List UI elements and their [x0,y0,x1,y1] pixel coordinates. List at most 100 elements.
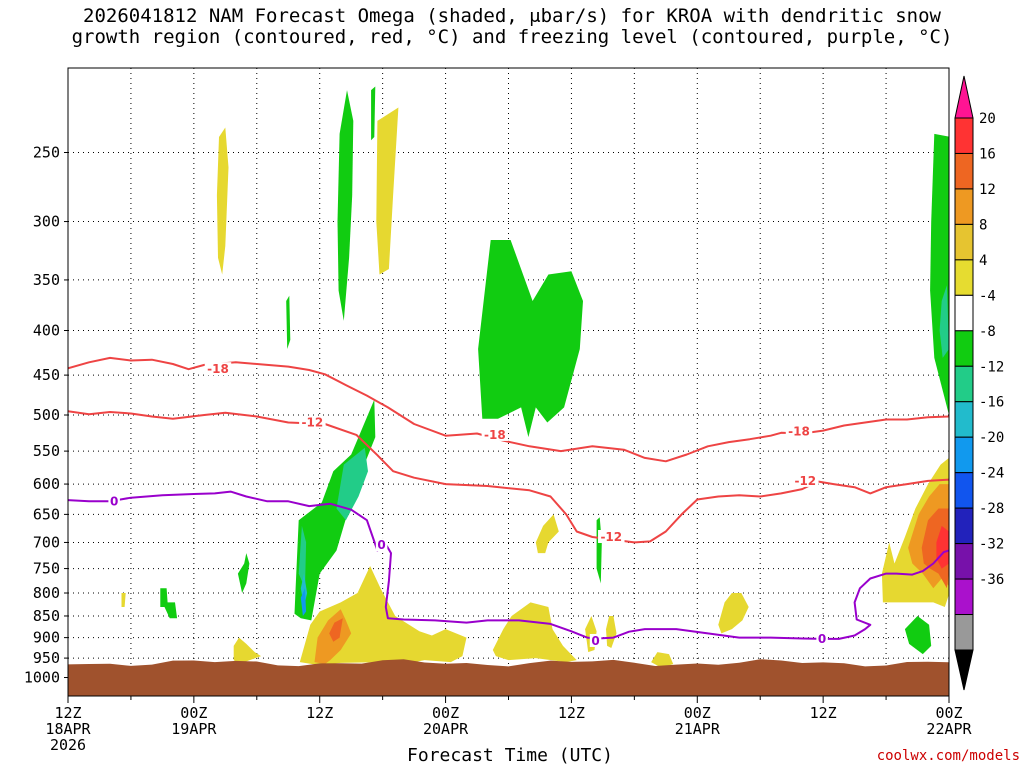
y-tick-label-350: 350 [33,271,60,289]
colorbar-label--12: -12 [979,359,1004,375]
colorbar-bin-6 [954,294,974,332]
omega-shading-layer [121,86,949,668]
omega-region-12 [336,447,368,521]
x-axis-title: Forecast Time (UTC) [407,745,613,766]
colorbar-bin-2 [954,152,974,190]
omega-region-6 [930,133,949,415]
colorbar: 20 16 12 8 4 -4 -8 -12 -16 -20 -24 -28 -32 -36 [954,75,1004,691]
colorbar-label--8: -8 [979,324,996,340]
omega-region-23 [606,616,617,648]
temperature-label-bg-0 [204,362,232,376]
x-tick-label-36-1: 20APR [423,720,469,738]
y-tick-label-500: 500 [33,406,60,424]
colorbar-top-arrow [954,75,974,119]
freezing-level-label-bg-3 [816,631,828,645]
y-tick-label-700: 700 [33,533,60,551]
y-tick-label-450: 450 [33,366,60,384]
colorbar-label--36: -36 [979,572,1004,588]
freezing-level-contour-0 [68,490,949,640]
colorbar-label--20: -20 [979,430,1004,446]
y-tick-label-850: 850 [33,607,60,625]
y-tick-label-950: 950 [33,649,60,667]
colorbar-label-8: 8 [979,217,987,233]
temperature-label-4: -12 [794,474,816,488]
omega-region-1 [376,107,399,275]
x-tick-label-0-0: 12Z [54,704,81,722]
omega-region-4 [371,86,376,141]
colorbar-label-16: 16 [979,146,996,162]
omega-region-15 [596,517,602,584]
temperature-label-5: -12 [600,530,622,544]
x-tick-label-36-0: 00Z [432,704,459,722]
temperature-contour-3 [68,410,949,544]
colorbar-bin-11 [954,472,974,509]
y-tick-label-650: 650 [33,505,60,523]
freezing-level-label-bg-0 [108,494,120,508]
omega-region-0 [216,127,229,275]
x-tick-label-24-0: 12Z [306,704,333,722]
omega-region-10 [300,573,308,607]
omega-region-13 [237,553,250,593]
omega-region-5 [478,240,583,438]
colorbar-bin-15 [954,614,974,651]
x-tick-label-12-0: 00Z [180,704,207,722]
colorbar-bin-9 [954,401,974,438]
colorbar-label-4: 4 [979,253,987,269]
x-tick-label-72-0: 12Z [810,704,837,722]
temperature-label-0: -18 [207,362,229,376]
chart-title: 2026041812 NAM Forecast Omega (shaded, μ… [0,6,1024,48]
omega-region-14 [160,588,178,619]
y-tick-label-250: 250 [33,144,60,162]
freezing-level-label-3: 0 [818,632,826,646]
freezing-level-label-2: 0 [591,634,599,648]
chart-title-line-2: growth region (contoured, red, °C) and f… [71,26,953,48]
colorbar-label--4: -4 [979,288,996,304]
colorbar-bin-4 [954,223,974,261]
temperature-label-3: -12 [302,416,324,430]
omega-region-24 [651,652,674,668]
y-tick-label-550: 550 [33,442,60,460]
x-tick-label-0-1: 18APR [45,720,91,738]
temperature-label-bg-5 [598,529,625,543]
colorbar-bin-13 [954,543,974,580]
temperature-label-bg-4 [792,473,819,487]
chart-title-line-1: 2026041812 NAM Forecast Omega (shaded, μ… [83,5,941,27]
omega-region-11 [300,588,307,616]
x-tick-label-60-1: 21APR [675,720,721,738]
omega-region-9 [298,525,307,589]
temperature-label-bg-1 [481,427,509,441]
colorbar-bin-5 [954,259,974,296]
temperature-label-bg-2 [785,424,813,438]
colorbar-label--32: -32 [979,537,1004,553]
omega-region-8 [294,399,376,621]
colorbar-label--24: -24 [979,466,1004,482]
colorbar-bottom-arrow [954,649,974,691]
colorbar-bin-1 [954,117,974,154]
temperature-label-1: -18 [484,428,506,442]
omega-region-28 [329,618,343,642]
y-tick-label-600: 600 [33,475,60,493]
freezing-level-label-bg-2 [589,633,602,647]
colorbar-label-20: 20 [979,111,996,127]
x-tick-label-12-1: 19APR [171,720,217,738]
credit-link[interactable]: coolwx.com/models [876,748,1020,764]
x-tick-label-84-1: 22APR [926,720,972,738]
ground-layer [68,659,949,696]
omega-region-16 [904,616,932,655]
x-tick-label-84-0: 00Z [935,704,962,722]
freezing-level-label-0: 0 [110,494,118,508]
axis-layer: 250 300 350 400 450 500 550 600 650 700 750 800 850 9… [24,67,973,754]
y-tick-label-1000: 1000 [24,669,60,687]
temperature-label-bg-3 [299,415,326,429]
omega-region-17 [121,593,126,607]
colorbar-bin-7 [954,330,974,367]
colorbar-bin-8 [954,365,974,403]
omega-region-21 [535,514,559,554]
colorbar-bin-12 [954,507,974,545]
temperature-label-2: -18 [788,424,810,438]
omega-region-20 [492,602,577,663]
colorbar-bin-14 [954,578,974,616]
y-tick-label-400: 400 [33,322,60,340]
colorbar-bin-3 [954,188,974,225]
